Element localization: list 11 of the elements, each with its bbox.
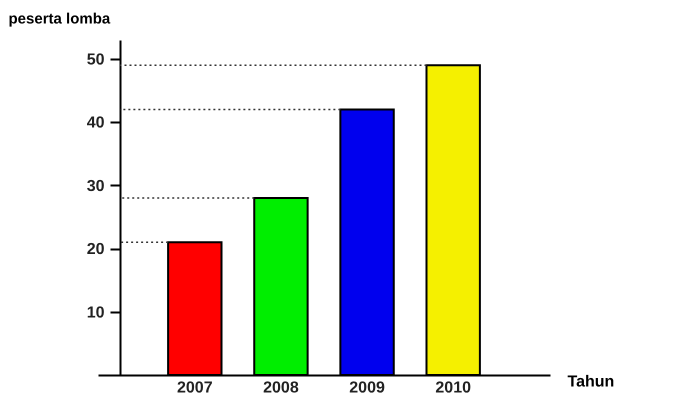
y-tick-label: 10: [86, 304, 105, 322]
y-tick-label: 50: [86, 51, 105, 68]
y-tick-label: 20: [86, 241, 105, 258]
y-tick-label: 40: [86, 114, 105, 132]
y-axis-title: peserta lomba: [8, 10, 111, 28]
y-tick-label: 30: [86, 178, 105, 195]
x-tick-label: 2008: [263, 380, 299, 396]
x-tick-label: 2010: [435, 380, 472, 396]
x-tick-label: 2009: [349, 380, 385, 396]
x-tick-label: 2007: [177, 380, 213, 396]
x-axis-title: Tahun: [568, 374, 614, 390]
